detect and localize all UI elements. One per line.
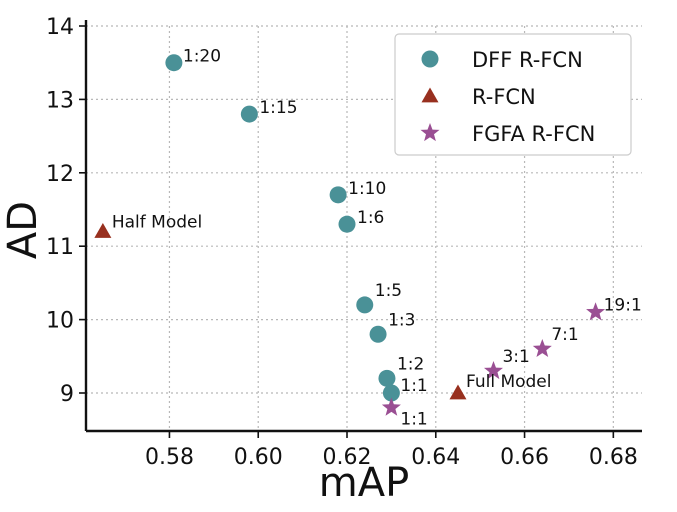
r-fcn-point [94,223,112,238]
point-label: 1:5 [375,281,402,301]
legend-box [394,33,632,156]
fgfa-r-fcn-point [483,360,503,380]
y-tick-label: 14 [46,15,74,40]
y-axis-title: AD [0,201,46,259]
point-label: 1:10 [348,179,386,199]
point-label: 1:15 [259,98,297,118]
dff-r-fcn-point [382,384,400,402]
x-tick-label: 0.66 [500,445,549,470]
dff-r-fcn-point [338,215,356,233]
x-tick-label: 0.62 [323,445,372,470]
fgfa-r-fcn-point [532,338,552,358]
tick-labels: 0.58 0.60 0.62 0.64 0.66 0.68 9 10 11 12 13 14 [46,15,638,470]
legend-label: FGFA R-FCN [472,122,595,146]
point-label: 1:20 [183,47,221,67]
dff-r-fcn-point [165,54,183,72]
legend: DFF R-FCN R-FCN FGFA R-FCN [394,33,632,156]
point-label: 3:1 [502,347,529,367]
x-tick-label: 0.60 [234,445,283,470]
legend-label: R-FCN [472,85,536,109]
data-points [94,54,606,416]
point-label: 1:1 [400,376,427,396]
x-tick-label: 0.58 [145,445,194,470]
dff-r-fcn-point [240,105,258,123]
x-tick-label: 0.64 [411,445,460,470]
legend-marker [420,123,440,142]
r-fcn-point [449,384,467,400]
fgfa-r-fcn-point [381,397,401,416]
point-label: Half Model [112,213,202,233]
legend-marker [421,87,439,103]
axes [79,20,642,438]
x-axis-title: mAP [319,460,409,506]
y-tick-label: 10 [46,309,74,334]
point-label: 19:1 [604,295,642,315]
x-tick-label: 0.68 [589,445,638,470]
point-label: 1:3 [388,310,415,330]
point-label: 7:1 [551,325,578,345]
dff-r-fcn-point [356,296,374,314]
point-label: Full Model [466,372,552,392]
dff-r-fcn-point [369,325,387,343]
y-tick-label: 12 [46,162,74,187]
point-label: 1:2 [397,354,424,374]
y-tick-label: 13 [46,88,74,113]
point-label: 1:1 [400,410,427,430]
dff-r-fcn-point [378,369,396,387]
legend-label: DFF R-FCN [472,48,583,72]
dff-r-fcn-point [329,186,347,204]
y-tick-label: 9 [60,382,74,407]
fgfa-r-fcn-point [586,302,606,321]
y-tick-label: 11 [46,235,74,260]
point-label: 1:6 [357,208,384,228]
legend-marker [421,50,439,68]
